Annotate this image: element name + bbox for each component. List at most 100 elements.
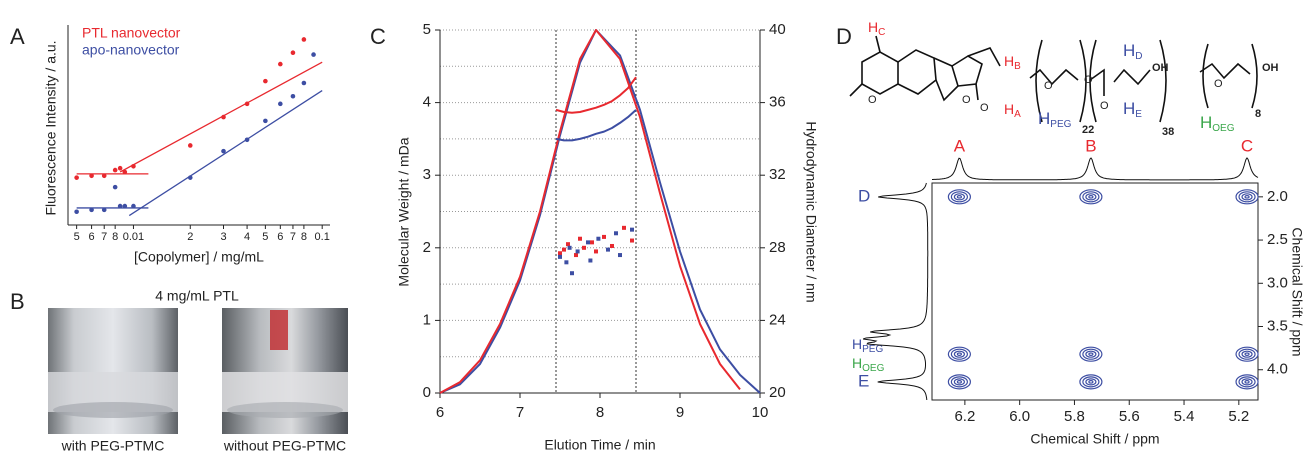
proton-label: HB (1004, 53, 1021, 72)
x-axis-label: Elution Time / min (544, 437, 655, 453)
point (263, 118, 268, 124)
peak-label: HPEG (852, 336, 883, 355)
panel-label: B (10, 289, 25, 314)
cross-peak (947, 189, 971, 205)
contour (1241, 193, 1253, 201)
point (112, 184, 118, 190)
contour (1088, 380, 1094, 384)
contour (1244, 195, 1250, 199)
repeat-count: 8 (1255, 108, 1261, 120)
point (101, 207, 107, 213)
trace (439, 29, 741, 394)
point (578, 236, 582, 241)
atom-label: O (962, 94, 971, 106)
point (582, 245, 586, 250)
photo-caption: without PEG-PTMC (223, 438, 346, 454)
x-tick-label: 3 (220, 231, 226, 243)
contour (1244, 380, 1250, 384)
cross-peak (947, 374, 971, 390)
proton-label: HD (1123, 41, 1143, 61)
contour (1082, 376, 1100, 388)
x-tick-label: 10 (752, 404, 769, 421)
x-axis-label: Chemical Shift / ppm (1030, 431, 1159, 447)
point (630, 238, 634, 243)
point (187, 175, 193, 180)
contour (956, 352, 962, 356)
point (606, 247, 610, 252)
contour (1082, 191, 1100, 203)
point (567, 245, 572, 250)
point (301, 37, 307, 42)
point (244, 137, 250, 143)
photo (222, 308, 348, 434)
proton-label: HA (1004, 101, 1021, 120)
legend-entry: PTL nanovector (82, 25, 181, 41)
point (122, 203, 128, 209)
y2-tick-label: 32 (769, 166, 786, 183)
y2-tick-label: 20 (769, 384, 786, 401)
point (596, 236, 601, 241)
point (101, 173, 107, 179)
point (558, 254, 562, 259)
point (588, 258, 593, 263)
point (89, 207, 94, 213)
point (89, 173, 94, 179)
contour (1235, 189, 1259, 205)
contour (1088, 352, 1094, 356)
y2-tick-label: 24 (769, 311, 786, 328)
trace (555, 109, 637, 142)
contour (953, 350, 965, 358)
contour (1241, 378, 1253, 386)
y-tick-label: 3.5 (1267, 317, 1288, 334)
y2-axis-label: Hydrodynamic Diameter / nm (803, 121, 819, 302)
point (122, 169, 128, 175)
point (301, 80, 307, 86)
point (117, 165, 123, 171)
legend-entry: apo-nanovector (82, 42, 180, 58)
cross-peak (1079, 346, 1103, 362)
point (575, 249, 580, 254)
x-tick-label: 6.0 (1009, 408, 1030, 425)
proton-label: HC (868, 19, 885, 38)
y-tick-label: 2.5 (1267, 231, 1288, 248)
y-tick-label: 3.0 (1267, 274, 1288, 291)
atom-label: OH (1152, 62, 1169, 74)
x-tick-label: 0.1 (315, 231, 330, 243)
point (187, 143, 193, 148)
repeat-count: 22 (1082, 124, 1094, 136)
point (131, 164, 136, 169)
y-axis-label: Fluorescence Intensity / a.u. (43, 40, 59, 215)
proton-label: HPEG (1038, 109, 1072, 129)
contour (1238, 348, 1256, 360)
y-tick-label: 2.0 (1267, 188, 1288, 205)
y-tick-label: 5 (423, 21, 431, 38)
x-tick-label: 8 (301, 231, 307, 243)
cross-peak (1079, 189, 1103, 205)
proton-label: HE (1123, 99, 1142, 119)
y-tick-label: 0 (423, 384, 431, 401)
x-tick-label: 0.01 (123, 231, 144, 243)
point (311, 52, 316, 57)
x-tick-label: 5.4 (1174, 408, 1195, 425)
y-tick-label: 4.0 (1267, 361, 1288, 378)
x-tick-label: 6 (89, 231, 95, 243)
contour (953, 378, 965, 386)
x-tick-label: 9 (676, 404, 684, 421)
contour (1082, 348, 1100, 360)
left-projection (862, 182, 929, 401)
contour (950, 348, 968, 360)
point (562, 247, 566, 252)
contour (1085, 378, 1097, 386)
photo-caption: with PEG-PTMC (61, 438, 165, 454)
contour (1235, 346, 1259, 362)
peak-label: D (858, 186, 870, 205)
contour (950, 376, 968, 388)
y-tick-label: 4 (423, 94, 431, 111)
repeat-count: 38 (1162, 126, 1174, 138)
peak-label: HOEG (852, 355, 885, 374)
contour (947, 189, 971, 205)
y-axis-label: Molecular Weight / mDa (396, 137, 412, 286)
contour (1085, 350, 1097, 358)
photo-title: 4 mg/mL PTL (155, 288, 239, 304)
point (244, 101, 250, 107)
